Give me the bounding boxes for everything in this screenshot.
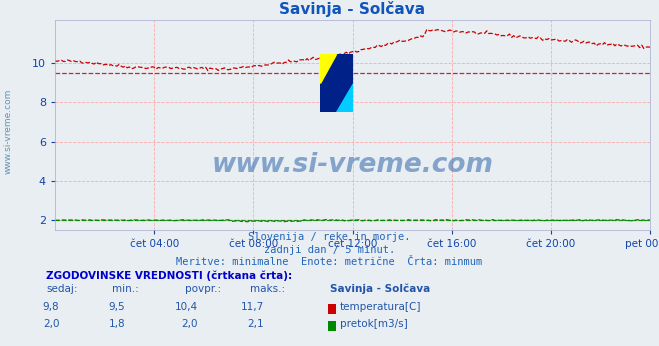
Text: sedaj:: sedaj:: [46, 284, 78, 294]
Text: pretok[m3/s]: pretok[m3/s]: [340, 319, 408, 329]
Text: 10,4: 10,4: [175, 302, 198, 312]
Title: Savinja - Solčava: Savinja - Solčava: [279, 1, 426, 17]
Text: ZGODOVINSKE VREDNOSTI (črtkana črta):: ZGODOVINSKE VREDNOSTI (črtkana črta):: [46, 270, 292, 281]
Text: 9,5: 9,5: [109, 302, 125, 312]
Text: 2,0: 2,0: [181, 319, 198, 329]
Text: zadnji dan / 5 minut.: zadnji dan / 5 minut.: [264, 245, 395, 255]
Text: temperatura[C]: temperatura[C]: [340, 302, 422, 312]
Text: Meritve: minimalne  Enote: metrične  Črta: minmum: Meritve: minimalne Enote: metrične Črta:…: [177, 257, 482, 267]
Text: www.si-vreme.com: www.si-vreme.com: [3, 89, 13, 174]
Text: 2,1: 2,1: [247, 319, 264, 329]
Text: maks.:: maks.:: [250, 284, 285, 294]
Text: povpr.:: povpr.:: [185, 284, 221, 294]
Text: Slovenija / reke in morje.: Slovenija / reke in morje.: [248, 233, 411, 243]
Text: Savinja - Solčava: Savinja - Solčava: [330, 284, 430, 294]
Text: 1,8: 1,8: [109, 319, 125, 329]
Text: 2,0: 2,0: [43, 319, 59, 329]
Text: 9,8: 9,8: [43, 302, 59, 312]
Text: www.si-vreme.com: www.si-vreme.com: [212, 152, 494, 178]
Text: 11,7: 11,7: [241, 302, 264, 312]
Text: min.:: min.:: [112, 284, 139, 294]
